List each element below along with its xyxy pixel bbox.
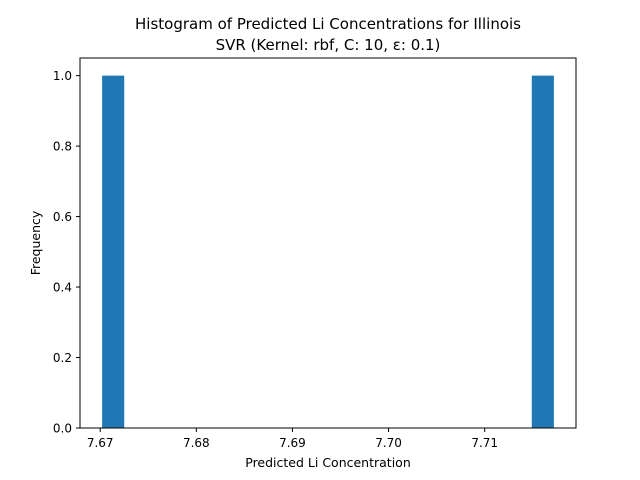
y-tick-label-3: 0.4 (53, 281, 72, 295)
x-axis-label: Predicted Li Concentration (245, 455, 411, 470)
y-tick-label-2: 0.2 (53, 351, 72, 365)
x-tick-label-3: 7.69 (279, 436, 306, 450)
histogram-bar-2 (531, 75, 554, 429)
y-tick-label-5: 0.8 (53, 140, 72, 154)
y-tick-label-6: 1.0 (53, 69, 72, 83)
x-tick-label-5: 7.71 (471, 436, 498, 450)
plot-area-frame (79, 57, 577, 429)
x-tick-label-1: 7.67 (87, 436, 114, 450)
chart-title: Histogram of Predicted Li Concentrations… (135, 15, 521, 33)
histogram-bar-1 (102, 75, 125, 429)
y-axis-ticks: 0.0 0.2 0.4 0.6 0.8 1.0 (53, 69, 80, 436)
y-tick-label-4: 0.6 (53, 210, 72, 224)
histogram-bars (102, 75, 554, 429)
y-tick-label-1: 0.0 (53, 422, 72, 436)
x-tick-label-2: 7.68 (183, 436, 210, 450)
x-tick-label-4: 7.70 (375, 436, 402, 450)
chart-subtitle: SVR (Kernel: rbf, C: 10, ε: 0.1) (216, 36, 441, 54)
x-axis-ticks: 7.67 7.68 7.69 7.70 7.71 (87, 428, 498, 450)
y-axis-label: Frequency (28, 210, 43, 275)
